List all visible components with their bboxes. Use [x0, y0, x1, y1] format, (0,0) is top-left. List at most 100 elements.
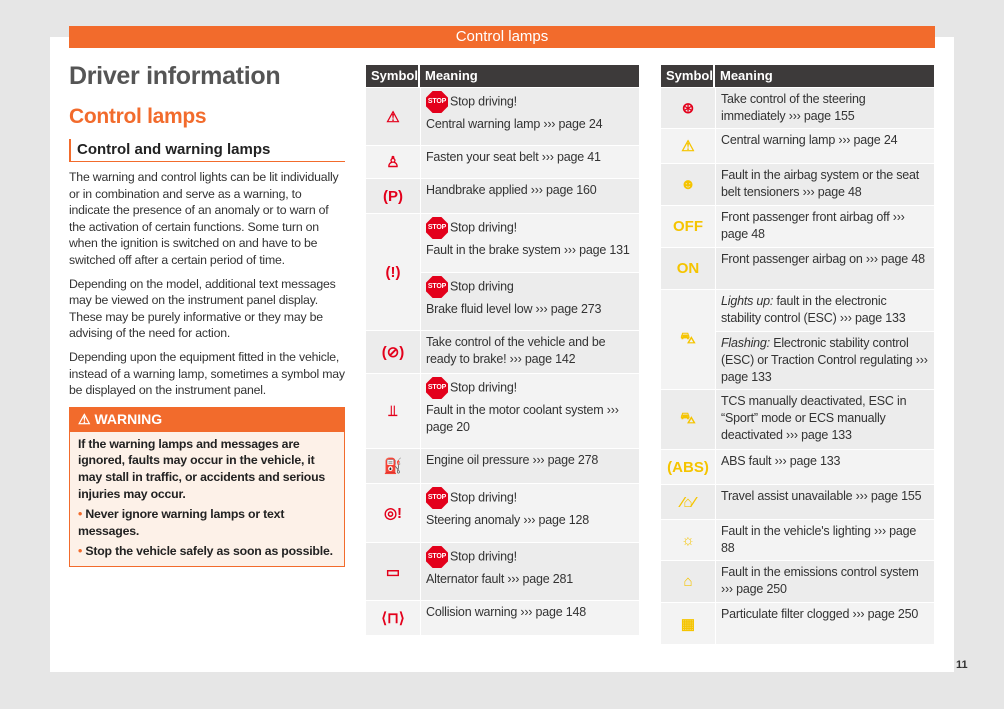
- warning-label: WARNING: [94, 410, 163, 427]
- meaning-text: Fasten your seat belt ››› page 41: [426, 149, 634, 166]
- warning-item: Never ignore warning lamps or text messa…: [78, 506, 336, 539]
- meaning-entry: ABS fault ››› page 133: [716, 450, 934, 484]
- stop-text: Stop driving: [450, 279, 514, 294]
- meaning-text-body: Take control of the steering immediately…: [721, 92, 866, 123]
- meaning-text: Steering anomaly ››› page 128: [426, 512, 634, 529]
- meaning-text-body: Front passenger front airbag off ››› pag…: [721, 210, 905, 241]
- stop-sign-icon: STOP: [426, 377, 448, 399]
- meaning-entry: Fault in the emissions control system ››…: [716, 561, 934, 602]
- meaning-text: Alternator fault ››› page 281: [426, 571, 634, 588]
- meaning-entry: Travel assist unavailable ››› page 155: [716, 485, 934, 519]
- control-lamps-table-1: Symbol Meaning ⚠ STOP Stop driving! Central w…: [366, 65, 639, 635]
- battery-icon: ▭: [366, 543, 420, 600]
- meaning-entry: STOP Stop driving Brake fluid level low ››…: [421, 273, 639, 330]
- stop-line: STOP Stop driving!: [426, 487, 634, 509]
- esc-icon: ⛍: [661, 290, 715, 389]
- meaning-text: ABS fault ››› page 133: [721, 453, 929, 470]
- brake-system-icon: (!): [366, 214, 420, 330]
- meaning-entry: Take control of the steering immediately…: [716, 88, 934, 128]
- stop-text: Stop driving!: [450, 220, 517, 235]
- meaning-entry: Collision warning ››› page 148: [421, 601, 639, 635]
- table-row: ⊛ Take control of the steering immediatel…: [661, 88, 934, 128]
- meaning-entry: STOP Stop driving! Fault in the brake syst…: [421, 214, 639, 272]
- lighting-icon: ☼: [661, 520, 715, 560]
- table-row: ☻ Fault in the airbag system or the seat …: [661, 164, 934, 205]
- stop-line: STOP Stop driving!: [426, 546, 634, 568]
- meaning-text: Engine oil pressure ››› page 278: [426, 452, 634, 469]
- stop-sign-icon: STOP: [426, 91, 448, 113]
- meaning-entry: Engine oil pressure ››› page 278: [421, 449, 639, 483]
- section-title: Control lamps: [69, 105, 207, 128]
- condition-label: Lights up:: [721, 294, 774, 308]
- meaning-text: Lights up: fault in the electronic stabi…: [721, 293, 929, 327]
- warning-triangle-icon: ⚠: [661, 129, 715, 163]
- meaning-entry: TCS manually deactivated, ESC in “Sport”…: [716, 390, 934, 449]
- meaning-entry: STOP Stop driving! Alternator fault ››› pa…: [421, 543, 639, 600]
- table-row: ◎! STOP Stop driving! Steering anomaly ››› …: [366, 484, 639, 542]
- meaning-text-body: Central warning lamp ››› page 24: [426, 117, 603, 131]
- steering-icon: ◎!: [366, 484, 420, 542]
- handbrake-icon: (P): [366, 179, 420, 213]
- table-row: (!) STOP Stop driving! Fault in the brake s…: [366, 214, 639, 330]
- column-header-meaning: Meaning: [425, 68, 478, 83]
- meaning-text-body: Fault in the brake system ››› page 131: [426, 243, 630, 257]
- meaning-text: Fault in the brake system ››› page 131: [426, 242, 634, 259]
- meaning-entry: Front passenger airbag on ››› page 48: [716, 248, 934, 289]
- warning-triangle-icon: ⚠: [78, 410, 95, 427]
- stop-sign-icon: STOP: [426, 276, 448, 298]
- meaning-entry: Handbrake applied ››› page 160: [421, 179, 639, 213]
- meaning-entry: Flashing: Electronic stability control (…: [716, 332, 934, 389]
- stop-line: STOP Stop driving!: [426, 91, 634, 113]
- stop-text: Stop driving!: [450, 380, 517, 395]
- meaning-text: Front passenger front airbag off ››› pag…: [721, 209, 929, 243]
- paragraph: The warning and control lights can be li…: [69, 170, 339, 267]
- seat-belt-icon: ♙: [366, 146, 420, 178]
- paragraph: Depending upon the equipment fitted in t…: [69, 349, 345, 398]
- control-lamps-table-2: Symbol Meaning ⊛ Take control of the steeri…: [661, 65, 934, 644]
- meaning-text-body: Engine oil pressure ››› page 278: [426, 453, 599, 467]
- esc-off-icon: ⛍: [661, 390, 715, 449]
- meaning-text-body: Alternator fault ››› page 281: [426, 572, 574, 586]
- travel-assist-icon: ⁄⌂⁄: [661, 485, 715, 519]
- meaning-text-body: Fault in the airbag system or the seat b…: [721, 168, 920, 199]
- stop-line: STOP Stop driving!: [426, 377, 634, 399]
- condition-label: Flashing:: [721, 336, 770, 350]
- meaning-entry: Front passenger front airbag off ››› pag…: [716, 206, 934, 247]
- page-number: 11: [956, 659, 968, 671]
- meaning-entry: Lights up: fault in the electronic stabi…: [716, 290, 934, 331]
- table-row: ⟨⊓⟩ Collision warning ››› page 148: [366, 601, 639, 635]
- meaning-entry: Fault in the airbag system or the seat b…: [716, 164, 934, 205]
- meaning-text-body: Central warning lamp ››› page 24: [721, 133, 898, 147]
- stop-text: Stop driving!: [450, 94, 517, 109]
- meaning-text-body: Fault in the motor coolant system ››› pa…: [426, 403, 619, 434]
- meaning-text-body: Collision warning ››› page 148: [426, 605, 587, 619]
- meaning-text: Fault in the vehicle's lighting ››› page…: [721, 523, 929, 557]
- table-row: ON Front passenger airbag on ››› page 48: [661, 248, 934, 289]
- warning-triangle-icon: ⚠: [366, 88, 420, 145]
- meaning-entry: Central warning lamp ››› page 24: [716, 129, 934, 163]
- table-row: ▦ Particulate filter clogged ››› page 250: [661, 603, 934, 644]
- header-bar: Control lamps: [69, 26, 935, 48]
- table-row: ⚠ Central warning lamp ››› page 24: [661, 129, 934, 163]
- meaning-text-body: Handbrake applied ››› page 160: [426, 183, 597, 197]
- stop-text: Stop driving!: [450, 549, 517, 564]
- table-row: OFF Front passenger front airbag off ››› …: [661, 206, 934, 247]
- airbag-icon: ☻: [661, 164, 715, 205]
- meaning-text-body: Particulate filter clogged ››› page 250: [721, 607, 919, 621]
- meaning-entry: STOP Stop driving! Fault in the motor cool…: [421, 374, 639, 448]
- table-row: ▭ STOP Stop driving! Alternator fault ››› p…: [366, 543, 639, 600]
- airbag-off-icon: OFF: [661, 206, 715, 247]
- warning-header: ⚠ WARNING: [70, 407, 344, 432]
- warning-item: Stop the vehicle safely as soon as possi…: [78, 543, 336, 560]
- meaning-text: TCS manually deactivated, ESC in “Sport”…: [721, 393, 929, 444]
- table-header: Symbol Meaning: [366, 65, 639, 87]
- meaning-text: Front passenger airbag on ››› page 48: [721, 251, 929, 268]
- brake-ready-icon: (⊘): [366, 331, 420, 373]
- meaning-text: Handbrake applied ››› page 160: [426, 182, 634, 199]
- column-header-symbol: Symbol: [661, 65, 715, 87]
- stop-line: STOP Stop driving: [426, 276, 634, 298]
- meaning-entry: STOP Stop driving! Steering anomaly ››› pa…: [421, 484, 639, 542]
- meaning-text-body: Brake fluid level low ››› page 273: [426, 302, 602, 316]
- meaning-text: Flashing: Electronic stability control (…: [721, 335, 929, 386]
- table-row: ⛍ TCS manually deactivated, ESC in “Sport…: [661, 390, 934, 449]
